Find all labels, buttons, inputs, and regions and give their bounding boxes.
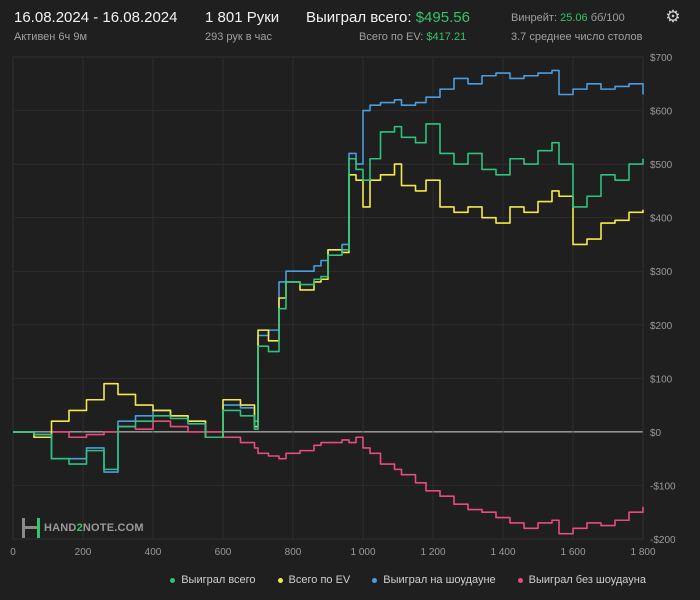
y-tick-label: $0 [650, 428, 662, 439]
x-tick-label: 0 [10, 547, 16, 558]
y-tick-label: $100 [650, 374, 673, 385]
active-time: Активен 6ч 9м [14, 31, 88, 43]
legend-item-non-showdown[interactable]: Выиграл без шоудауна [517, 572, 646, 588]
y-tick-label: -$200 [650, 535, 676, 546]
avg-tables: 3.7 среднее число столов [511, 31, 643, 43]
hand2note-logo-text: HAND2NOTE.COM [44, 522, 144, 534]
hand2note-logo: HAND2NOTE.COM [22, 517, 144, 539]
won-total-label: Выиграл всего: [306, 9, 412, 26]
y-tick-label: $300 [650, 267, 673, 278]
y-tick-label: $600 [650, 107, 673, 118]
legend-item-showdown[interactable]: Выиграл на шоудауне [372, 572, 496, 588]
x-tick-label: 400 [145, 547, 162, 558]
chart-ticks: -$200 -$100 $0 $100 $200 $300 $400 $500 $600 $700… [10, 53, 676, 558]
winrate-unit: бб/100 [590, 12, 625, 24]
legend-dot-won-total [170, 577, 176, 583]
won-total-value: $495.56 [415, 9, 470, 26]
y-tick-label: $700 [650, 53, 673, 64]
legend-dot-non-showdown [517, 577, 523, 583]
y-tick-label: -$100 [650, 481, 676, 492]
series-line-non-showdown [13, 420, 644, 535]
series-line-won-total [13, 123, 644, 471]
x-tick-label: 1 000 [350, 547, 375, 558]
gear-icon[interactable]: ⚙ [665, 7, 681, 26]
chart-series [13, 69, 644, 535]
profit-chart: -$200 -$100 $0 $100 $200 $300 $400 $500 $600 $700… [10, 53, 676, 558]
plot-frame [12, 56, 644, 540]
legend-label-ev-total: Всего по EV [288, 574, 351, 586]
chart-legend: Выиграл всего Всего по EV Выиграл на шоу… [0, 572, 700, 588]
x-tick-label: 1 200 [420, 547, 445, 558]
hands-per-hour: 293 рук в час [205, 31, 273, 43]
y-tick-label: $400 [650, 214, 673, 225]
legend-dot-ev-total [277, 577, 283, 583]
winrate-value: 25.06 [560, 12, 588, 24]
hands-count: 1 801 Руки [205, 9, 280, 26]
x-tick-label: 1 800 [630, 547, 655, 558]
y-tick-label: $500 [650, 160, 673, 171]
y-tick-label: $200 [650, 321, 673, 332]
x-tick-label: 800 [285, 547, 302, 558]
chart-grid [12, 56, 644, 540]
date-range: 16.08.2024 - 16.08.2024 [14, 9, 178, 26]
legend-label-won-total: Выиграл всего [181, 574, 256, 586]
x-tick-label: 200 [75, 547, 92, 558]
ev-total: Всего по EV: $417.21 [359, 31, 466, 43]
x-tick-label: 1 400 [490, 547, 515, 558]
x-tick-label: 600 [215, 547, 232, 558]
legend-dot-showdown [372, 577, 378, 583]
winrate: Винрейт: 25.06 бб/100 [511, 12, 625, 24]
ev-total-label: Всего по EV: [359, 31, 424, 43]
legend-label-showdown: Выиграл на шоудауне [383, 574, 496, 586]
hand2note-logo-icon [22, 518, 40, 538]
winrate-label: Винрейт: [511, 12, 558, 24]
legend-item-won-total[interactable]: Выиграл всего [170, 572, 256, 588]
series-line-ev-total [13, 163, 644, 439]
ev-total-value: $417.21 [426, 31, 467, 43]
legend-item-ev-total[interactable]: Всего по EV [277, 572, 351, 588]
stats-header: 16.08.2024 - 16.08.2024 Активен 6ч 9м 1 … [0, 0, 700, 52]
legend-label-non-showdown: Выиграл без шоудауна [528, 574, 646, 586]
won-total: Выиграл всего: $495.56 [306, 9, 470, 26]
x-tick-label: 1 600 [560, 547, 585, 558]
